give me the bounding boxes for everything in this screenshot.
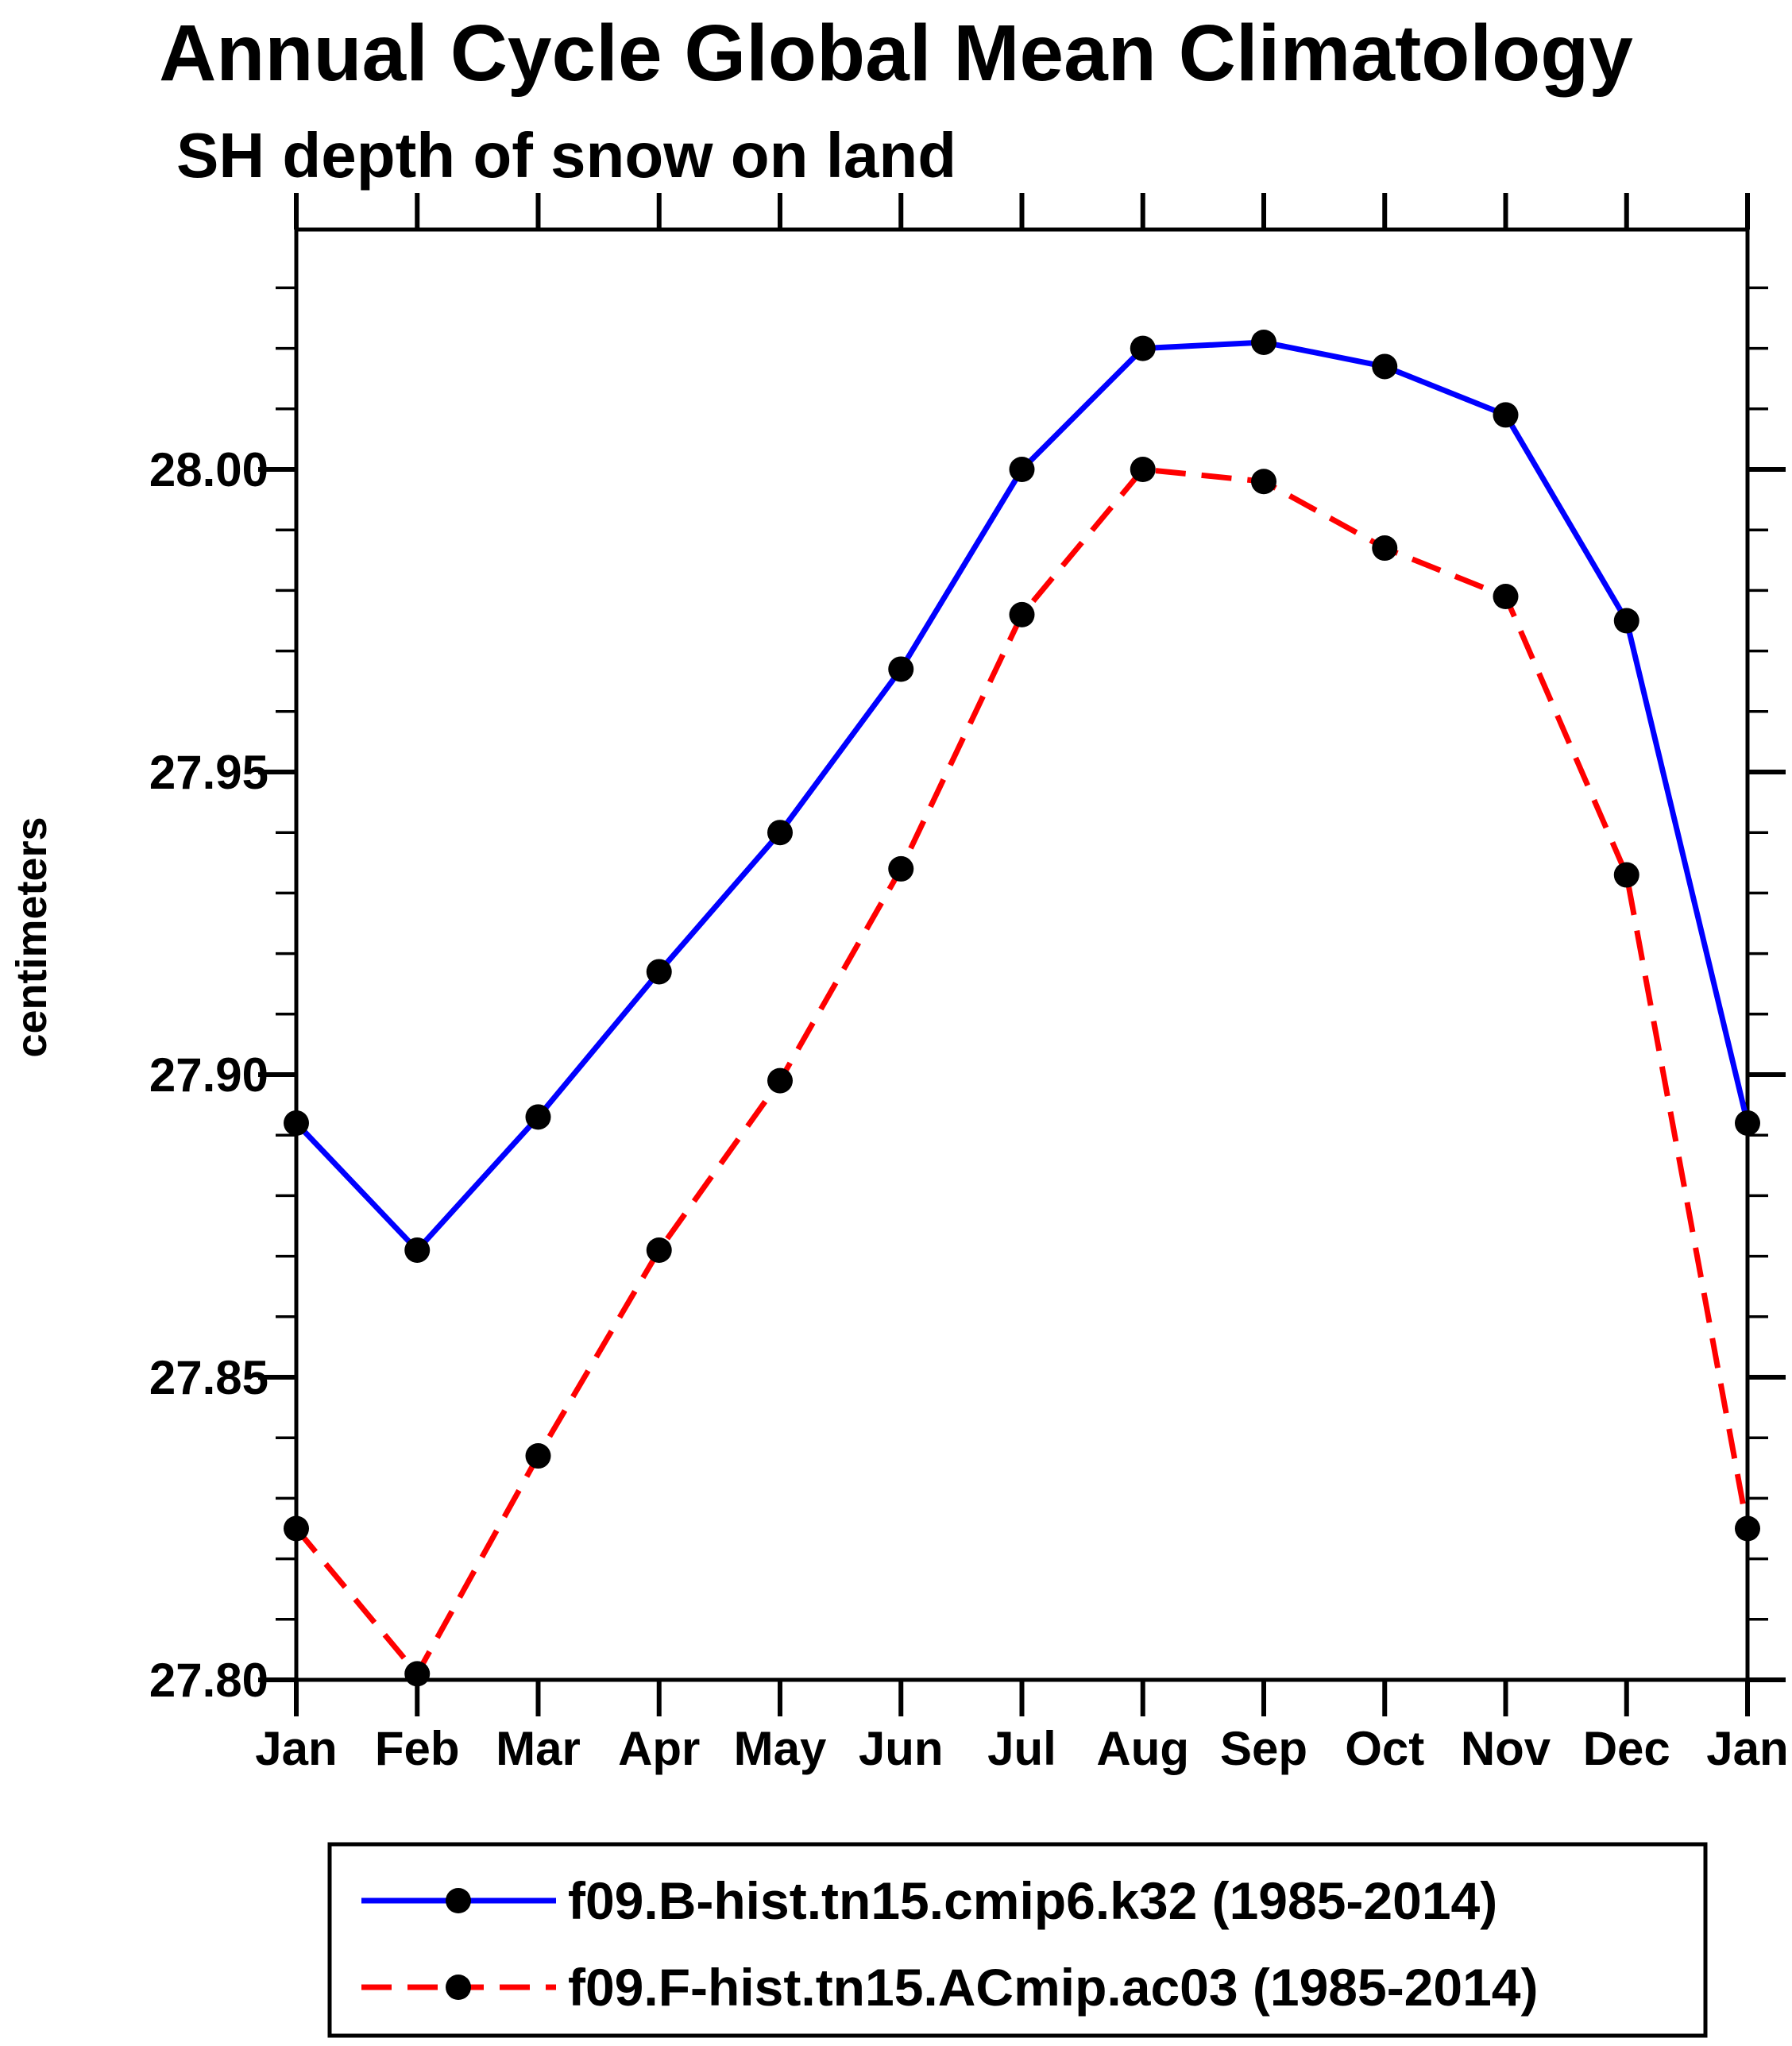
legend-box <box>327 1842 1708 2038</box>
y-tick-label: 28.00 <box>149 443 268 496</box>
legend-label-0: f09.B-hist.tn15.cmip6.k32 (1985-2014) <box>568 1871 1497 1930</box>
data-point-marker <box>1735 1515 1760 1542</box>
x-tick-label: Mar <box>496 1722 581 1775</box>
x-tick-label: Jan <box>1706 1722 1788 1775</box>
x-tick-label: Jan <box>255 1722 337 1775</box>
data-point-marker <box>888 656 914 682</box>
plot-frame <box>294 227 1750 1682</box>
data-point-marker <box>284 1515 309 1542</box>
x-tick-label: Sep <box>1220 1722 1307 1775</box>
y-tick-label: 27.85 <box>149 1351 268 1404</box>
x-tick-label: Nov <box>1461 1722 1551 1775</box>
x-tick-label: Feb <box>375 1722 460 1775</box>
legend-sample-marker-0 <box>446 1888 471 1913</box>
data-point-marker <box>1251 469 1276 495</box>
data-point-marker <box>404 1661 431 1687</box>
x-tick-label: Oct <box>1345 1722 1424 1775</box>
data-point-marker <box>1735 1110 1760 1136</box>
data-point-marker <box>404 1237 431 1263</box>
data-point-marker <box>1251 329 1276 355</box>
data-point-marker <box>646 959 672 985</box>
data-point-marker <box>1613 608 1639 634</box>
data-point-marker <box>1130 457 1156 482</box>
y-tick-label: 27.90 <box>149 1048 268 1102</box>
x-tick-label: Apr <box>618 1722 700 1775</box>
x-tick-label: Aug <box>1096 1722 1189 1775</box>
x-tick-label: May <box>734 1722 827 1775</box>
chart-title: Annual Cycle Global Mean Climatology <box>159 9 1633 98</box>
data-point-marker <box>525 1104 551 1130</box>
data-point-marker <box>525 1443 551 1469</box>
data-point-marker <box>646 1237 672 1263</box>
data-point-marker <box>1009 457 1035 482</box>
data-point-marker <box>1372 353 1398 380</box>
data-point-marker <box>1613 862 1639 888</box>
data-point-marker <box>1009 601 1035 627</box>
data-point-marker <box>1372 535 1398 562</box>
data-point-marker <box>1493 584 1519 610</box>
data-point-marker <box>888 855 914 882</box>
data-point-marker <box>767 1067 793 1094</box>
x-tick-label: Dec <box>1583 1722 1670 1775</box>
data-point-marker <box>284 1110 309 1136</box>
legend-label-1: f09.F-hist.tn15.ACmip.ac03 (1985-2014) <box>568 1958 1538 2017</box>
data-point-marker <box>1493 402 1519 428</box>
data-point-marker <box>767 820 793 846</box>
data-point-marker <box>1130 335 1156 361</box>
y-axis-title: centimeters <box>8 816 56 1057</box>
series-line-1 <box>294 466 1751 1677</box>
y-tick-label: 27.80 <box>149 1654 268 1707</box>
legend-sample-marker-1 <box>446 1975 471 2000</box>
x-tick-label: Jun <box>859 1722 944 1775</box>
y-tick-label: 27.95 <box>149 746 268 799</box>
chart-subtitle: SH depth of snow on land <box>176 120 957 191</box>
x-tick-label: Jul <box>987 1722 1056 1775</box>
